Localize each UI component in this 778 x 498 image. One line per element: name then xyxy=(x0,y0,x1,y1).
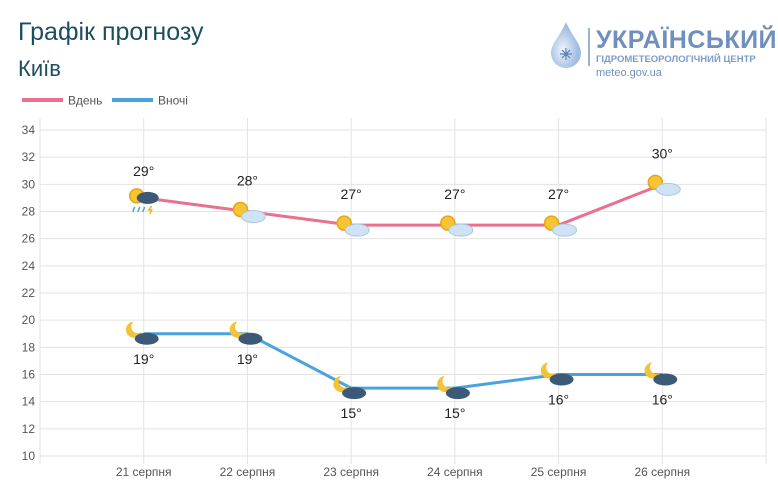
cloud-shape xyxy=(448,223,474,237)
drop-icon xyxy=(551,22,581,68)
data-label-day: 27° xyxy=(548,186,569,202)
cloud-shape xyxy=(653,373,678,386)
y-tick-label: 12 xyxy=(22,422,36,436)
data-label-day: 30° xyxy=(652,145,673,161)
sun-cloud-icon xyxy=(232,201,266,223)
y-tick-label: 34 xyxy=(22,123,36,137)
x-tick-label: 26 серпня xyxy=(634,465,690,479)
sun-cloud-icon xyxy=(647,174,681,196)
data-label-night: 16° xyxy=(652,392,673,408)
cloud-shape xyxy=(134,332,159,345)
y-tick-label: 28 xyxy=(22,205,36,219)
logo: УКРАЇНСЬКИЙ ГІДРОМЕТЕОРОЛОГІЧНИЙ ЦЕНТР m… xyxy=(548,20,777,79)
y-tick-label: 32 xyxy=(22,150,36,164)
moon-cloud-icon xyxy=(229,321,263,345)
y-tick-label: 18 xyxy=(22,340,36,354)
moon-cloud-icon xyxy=(333,376,367,400)
data-label-day: 27° xyxy=(444,186,465,202)
y-tick-label: 30 xyxy=(22,177,36,191)
cloud-shape xyxy=(136,191,159,204)
legend-night-label: Вночі xyxy=(158,94,188,108)
series-line-night xyxy=(143,332,663,390)
moon-cloud-icon xyxy=(125,321,159,345)
moon-shape xyxy=(229,321,246,338)
y-tick-label: 26 xyxy=(22,232,36,246)
x-tick-label: 22 серпня xyxy=(220,465,276,479)
x-tick-label: 21 серпня xyxy=(116,465,172,479)
sun-cloud-icon xyxy=(336,215,370,237)
moon-shape xyxy=(333,376,350,393)
moon-shape xyxy=(644,362,661,379)
y-tick-label: 10 xyxy=(22,449,36,463)
sun-cloud-icon xyxy=(440,215,474,237)
data-label-night: 15° xyxy=(444,405,465,421)
moon-shape xyxy=(437,376,453,393)
y-tick-label: 16 xyxy=(22,368,36,382)
page-title: Графік прогнозу xyxy=(18,18,204,46)
cloud-shape xyxy=(240,210,266,223)
x-tick-label: 25 серпня xyxy=(531,465,587,479)
legend: Вдень Вночі xyxy=(22,94,188,108)
data-label-day: 27° xyxy=(341,186,362,202)
cloud-shape xyxy=(655,182,681,196)
x-tick-label: 23 серпня xyxy=(323,465,379,479)
sun-thunderstorm-rain-icon xyxy=(128,188,159,215)
moon-shape xyxy=(125,321,142,338)
cloud-shape xyxy=(445,387,470,400)
lightning-shape xyxy=(147,205,153,215)
data-label-day: 28° xyxy=(237,173,258,189)
x-tick-label: 24 серпня xyxy=(427,465,483,479)
city-name: Київ xyxy=(18,56,61,81)
cloud-shape xyxy=(549,373,574,386)
data-label-day: 29° xyxy=(133,163,154,179)
data-label-night: 19° xyxy=(133,351,154,367)
data-label-night: 19° xyxy=(237,351,258,367)
cloud-shape xyxy=(342,387,367,400)
cloud-shape xyxy=(552,223,578,237)
moon-shape xyxy=(540,362,557,379)
legend-day-label: Вдень xyxy=(68,94,102,108)
moon-cloud-icon xyxy=(437,376,470,400)
rain-shape xyxy=(132,206,146,213)
cloud-shape xyxy=(344,223,370,237)
y-tick-label: 22 xyxy=(22,286,36,300)
series-line-day xyxy=(143,182,663,227)
data-label-night: 15° xyxy=(341,405,362,421)
cloud-shape xyxy=(238,332,263,345)
y-tick-label: 24 xyxy=(22,259,36,273)
y-tick-label: 20 xyxy=(22,313,36,327)
data-label-night: 16° xyxy=(548,392,569,408)
sun-cloud-icon xyxy=(543,215,578,237)
moon-cloud-icon xyxy=(540,362,574,386)
y-tick-label: 14 xyxy=(22,395,36,409)
moon-cloud-icon xyxy=(644,362,678,386)
